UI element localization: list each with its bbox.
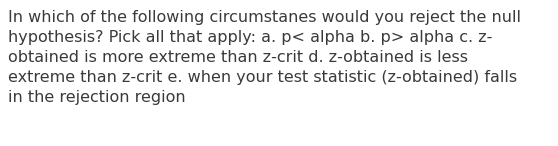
Text: In which of the following circumstanes would you reject the null
hypothesis? Pic: In which of the following circumstanes w… — [8, 10, 521, 105]
